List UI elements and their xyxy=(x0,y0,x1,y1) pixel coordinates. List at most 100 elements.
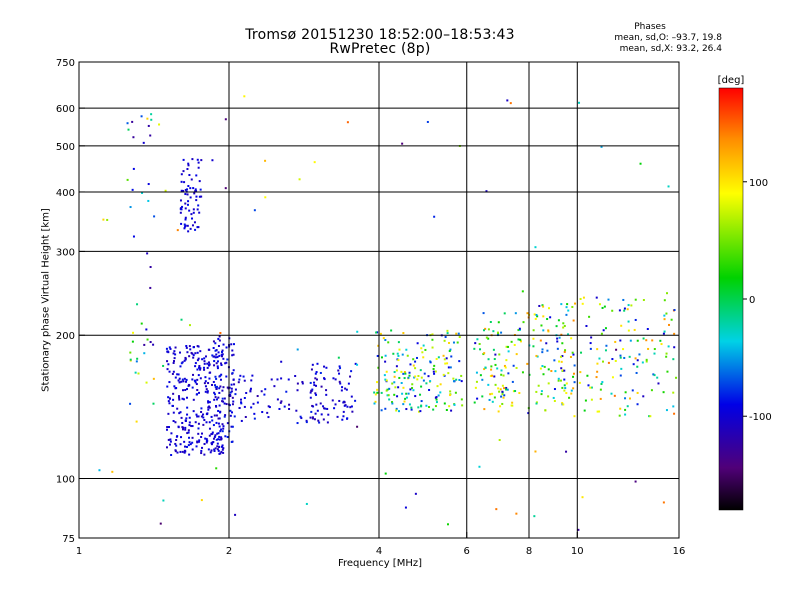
data-point xyxy=(221,389,224,392)
data-point xyxy=(420,400,423,403)
data-point xyxy=(200,415,203,418)
data-point xyxy=(132,235,135,238)
data-point xyxy=(667,345,670,348)
data-point xyxy=(213,398,216,401)
data-point xyxy=(169,347,172,350)
data-point xyxy=(180,380,183,383)
data-point xyxy=(314,377,317,380)
data-point xyxy=(141,191,144,194)
data-point xyxy=(215,398,218,401)
colorbar-tick-label: -100 xyxy=(749,412,772,423)
data-point xyxy=(346,405,349,408)
data-point xyxy=(393,393,396,396)
data-point xyxy=(474,342,477,345)
axis-ticks: 1 2 4 6 8 10 16 75 100 200 300 400 500 600 750 xyxy=(56,58,685,557)
data-point xyxy=(219,411,222,414)
data-point xyxy=(562,322,565,325)
data-point xyxy=(631,389,634,392)
data-point xyxy=(443,358,446,361)
data-point xyxy=(315,371,318,374)
data-point xyxy=(183,227,186,230)
data-point xyxy=(505,386,508,389)
data-point xyxy=(199,350,202,353)
data-point xyxy=(547,382,550,385)
data-point xyxy=(385,370,388,373)
data-point xyxy=(196,440,199,443)
data-point xyxy=(630,304,633,307)
data-point xyxy=(300,417,303,420)
data-point xyxy=(215,421,218,424)
data-point xyxy=(171,404,174,407)
data-point xyxy=(187,200,190,203)
data-point xyxy=(167,438,170,441)
data-point xyxy=(221,430,224,433)
data-point xyxy=(212,346,215,349)
data-point xyxy=(194,365,197,368)
data-point xyxy=(558,360,561,363)
data-point xyxy=(557,377,560,380)
data-point xyxy=(186,188,189,191)
data-point xyxy=(493,396,496,399)
data-point xyxy=(311,417,314,420)
data-point xyxy=(188,416,191,419)
data-point xyxy=(189,443,192,446)
data-point xyxy=(314,412,317,415)
data-point xyxy=(174,376,177,379)
data-point xyxy=(557,379,560,382)
data-point xyxy=(474,386,477,389)
data-point xyxy=(623,307,626,310)
data-point xyxy=(186,193,189,196)
x-tick-label: 10 xyxy=(571,546,584,557)
data-point xyxy=(207,364,210,367)
data-point xyxy=(435,357,438,360)
data-point xyxy=(194,352,197,355)
data-point xyxy=(479,374,482,377)
data-point xyxy=(319,371,322,374)
data-point xyxy=(517,329,520,332)
data-point xyxy=(221,397,224,400)
data-point xyxy=(434,405,437,408)
data-point xyxy=(217,417,220,420)
data-point xyxy=(208,377,211,380)
data-point xyxy=(184,420,187,423)
data-point xyxy=(198,211,201,214)
data-point xyxy=(599,397,602,400)
data-point xyxy=(521,290,524,293)
data-point xyxy=(221,423,224,426)
data-point xyxy=(452,341,455,344)
data-point xyxy=(494,353,497,356)
data-point xyxy=(603,305,606,308)
data-point xyxy=(404,506,407,509)
data-point xyxy=(532,329,535,332)
data-point xyxy=(136,357,139,360)
data-point xyxy=(197,415,200,418)
data-point xyxy=(604,327,607,330)
data-point xyxy=(131,120,134,123)
data-point xyxy=(278,407,281,410)
data-point xyxy=(447,341,450,344)
data-point xyxy=(172,361,175,364)
data-point xyxy=(433,372,436,375)
data-point xyxy=(232,378,235,381)
data-point xyxy=(596,362,599,365)
data-point xyxy=(184,218,187,221)
data-point xyxy=(209,371,212,374)
data-point xyxy=(221,400,224,403)
data-point xyxy=(195,383,198,386)
data-point xyxy=(534,317,537,320)
y-tick-label: 75 xyxy=(62,534,75,545)
data-point xyxy=(179,450,182,453)
data-point xyxy=(206,391,209,394)
data-point xyxy=(98,469,101,472)
data-point xyxy=(207,401,210,404)
data-point xyxy=(347,382,350,385)
data-point xyxy=(561,355,564,358)
data-point xyxy=(179,365,182,368)
data-point xyxy=(195,195,198,198)
data-point xyxy=(561,342,564,345)
data-point xyxy=(532,345,535,348)
data-point xyxy=(217,351,220,354)
data-point xyxy=(313,384,316,387)
data-point xyxy=(190,351,193,354)
data-point xyxy=(175,438,178,441)
